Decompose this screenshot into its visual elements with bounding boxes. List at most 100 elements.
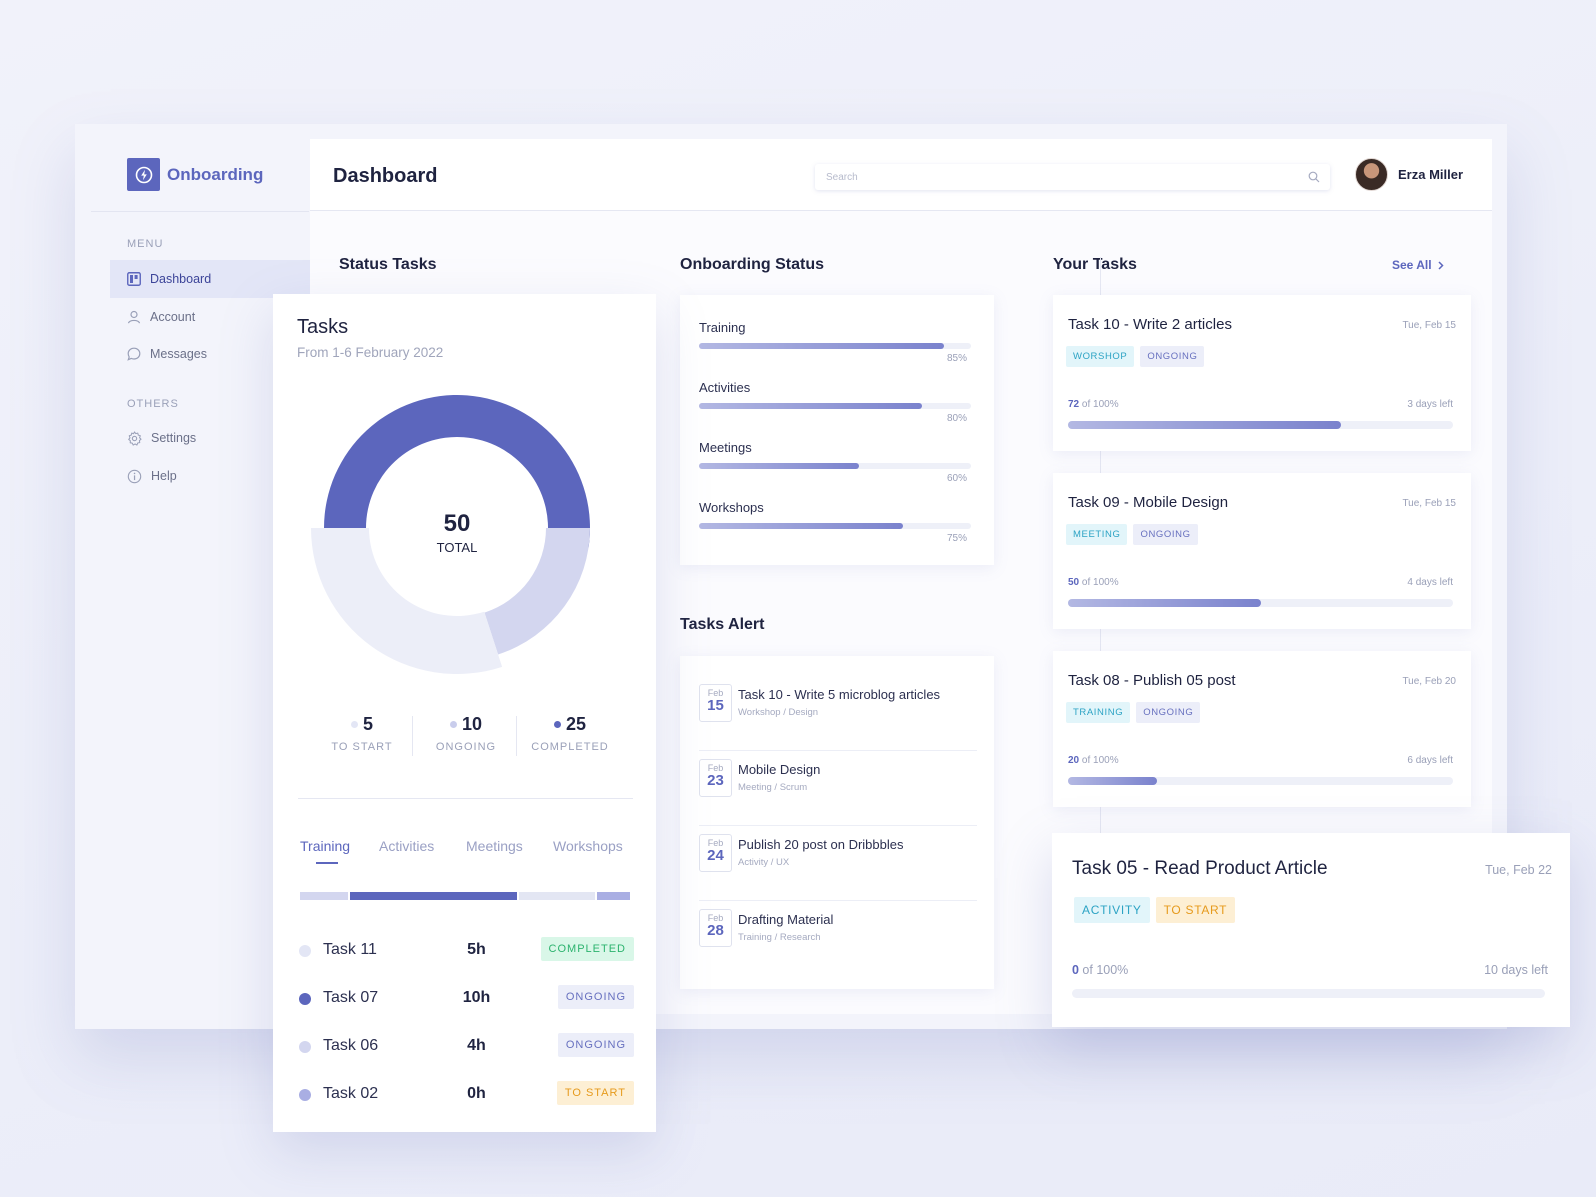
task-tags: ACTIVITY TO START — [1074, 897, 1236, 923]
table-row[interactable]: Task 06 4h ONGOING — [299, 1029, 634, 1063]
alert-subtitle: Meeting / Scrum — [738, 782, 808, 793]
legend-ongoing: 10 ONGOING — [416, 714, 516, 753]
task-title: Task 10 - Write 2 articles — [1068, 316, 1232, 333]
task-name: Task 11 — [323, 941, 377, 958]
segment-bar — [597, 892, 630, 900]
status-tasks-heading: Status Tasks — [339, 256, 437, 273]
progress-track — [1068, 777, 1453, 785]
status-dot — [299, 1041, 311, 1053]
status-badge: ONGOING — [557, 985, 634, 1009]
task-tags: TRAINING ONGOING — [1066, 702, 1201, 723]
sidebar-item-dashboard[interactable]: Dashboard — [110, 260, 310, 298]
brand-logo[interactable]: Onboarding — [127, 158, 263, 191]
status-row-workshops: Workshops 75% — [699, 500, 971, 544]
status-label: Meetings — [699, 440, 752, 455]
sidebar-item-label: Help — [151, 469, 177, 483]
calendar-date: Feb 23 — [699, 759, 732, 797]
app-window: Onboarding MENU Dashboard Account Messag… — [75, 124, 1507, 1029]
page-title: Dashboard — [333, 165, 438, 187]
status-badge: TO START — [556, 1081, 634, 1105]
task-card[interactable]: Task 08 - Publish 05 post Tue, Feb 20 TR… — [1053, 651, 1471, 807]
donut-segment-to-start — [311, 528, 503, 674]
calendar-date: Feb 15 — [699, 684, 732, 722]
search-input[interactable] — [815, 164, 1330, 190]
progress-fill — [699, 403, 923, 409]
progress-track — [1068, 599, 1453, 607]
legend-value: 25 — [565, 714, 587, 734]
info-icon — [127, 469, 142, 483]
tab-meetings[interactable]: Meetings — [466, 838, 523, 854]
sidebar-item-account[interactable]: Account — [110, 298, 310, 336]
sidebar-item-settings[interactable]: Settings — [110, 419, 310, 457]
category-tag: WORSHOP — [1066, 346, 1135, 367]
progress-fill — [699, 463, 860, 469]
tab-training[interactable]: Training — [300, 838, 351, 854]
alert-subtitle: Activity / UX — [738, 857, 790, 868]
status-row-training: Training 85% — [699, 320, 971, 364]
task-date: Tue, Feb 20 — [1402, 676, 1456, 687]
table-row[interactable]: Task 11 5h COMPLETED — [299, 933, 634, 967]
see-all-link[interactable]: See All — [1392, 258, 1444, 272]
status-dot — [299, 993, 311, 1005]
top-bar: Dashboard Erza Miller — [310, 139, 1492, 211]
alert-subtitle: Training / Research — [738, 932, 821, 943]
task-days-left: 10 days left — [1484, 963, 1548, 977]
progress-track — [1072, 989, 1545, 998]
progress-track — [699, 403, 971, 409]
task-progress-text: 50 of 100% — [1068, 577, 1119, 588]
tab-activities[interactable]: Activities — [379, 838, 435, 854]
status-percent: 85% — [946, 353, 967, 364]
status-badge: ONGOING — [557, 1033, 634, 1057]
progress-track — [699, 523, 971, 529]
tasks-card-title: Tasks — [297, 316, 349, 338]
donut-segment-ongoing — [484, 528, 590, 655]
table-row[interactable]: Task 07 10h ONGOING — [299, 981, 634, 1015]
category-tag: ACTIVITY — [1074, 897, 1150, 923]
onboarding-status-card: Training 85% Activities 80% Meetings 60%… — [680, 295, 994, 565]
status-dot — [299, 945, 311, 957]
alert-item[interactable]: Feb 15 Task 10 - Write 5 microblog articl… — [699, 676, 977, 751]
legend-value: 10 — [461, 714, 483, 734]
tasks-alert-card: Feb 15 Task 10 - Write 5 microblog articl… — [680, 656, 994, 989]
category-tag: TRAINING — [1066, 702, 1131, 723]
progress-track — [699, 343, 971, 349]
status-label: Training — [699, 320, 746, 335]
task-card[interactable]: Task 09 - Mobile Design Tue, Feb 15 MEET… — [1053, 473, 1471, 629]
progress-fill — [699, 523, 903, 529]
legend-divider — [412, 716, 413, 756]
sidebar-item-help[interactable]: Help — [110, 457, 310, 495]
task-date: Tue, Feb 15 — [1402, 320, 1456, 331]
tab-workshops[interactable]: Workshops — [553, 838, 623, 854]
segment-bar — [350, 892, 517, 900]
status-badge: COMPLETED — [540, 937, 634, 961]
alert-item[interactable]: Feb 24 Publish 20 post on Dribbbles Activ… — [699, 826, 977, 901]
user-name: Erza Miller — [1398, 167, 1464, 182]
chat-icon — [127, 347, 141, 361]
sidebar-item-label: Dashboard — [150, 272, 212, 286]
status-label: Activities — [699, 380, 751, 395]
legend-divider — [516, 716, 517, 756]
tasks-alert-heading: Tasks Alert — [680, 616, 765, 633]
search-icon[interactable] — [1308, 171, 1320, 183]
featured-task-card[interactable]: Task 05 - Read Product Article Tue, Feb … — [1052, 833, 1570, 1027]
task-days-left: 4 days left — [1407, 577, 1453, 588]
progress-track — [1068, 421, 1453, 429]
alert-title: Mobile Design — [738, 762, 821, 777]
task-tags: WORSHOP ONGOING — [1066, 346, 1205, 367]
avatar[interactable] — [1355, 158, 1388, 191]
table-row[interactable]: Task 02 0h TO START — [299, 1077, 634, 1111]
legend-to-start: 5 TO START — [312, 714, 412, 753]
calendar-date: Feb 28 — [699, 909, 732, 947]
task-date: Tue, Feb 15 — [1402, 498, 1456, 509]
segment-bar — [300, 892, 348, 900]
task-card[interactable]: Task 10 - Write 2 articles Tue, Feb 15 W… — [1053, 295, 1471, 451]
progress-fill — [1068, 421, 1342, 429]
lightning-icon — [127, 158, 160, 191]
user-menu[interactable]: Erza Miller — [1355, 158, 1463, 191]
alert-item[interactable]: Feb 23 Mobile Design Meeting / Scrum — [699, 751, 977, 826]
sidebar-item-messages[interactable]: Messages — [110, 335, 310, 373]
progress-track — [699, 463, 971, 469]
search-box — [815, 164, 1330, 190]
alert-item[interactable]: Feb 28 Drafting Material Training / Resea… — [699, 901, 977, 976]
donut-segment-completed — [324, 395, 590, 548]
